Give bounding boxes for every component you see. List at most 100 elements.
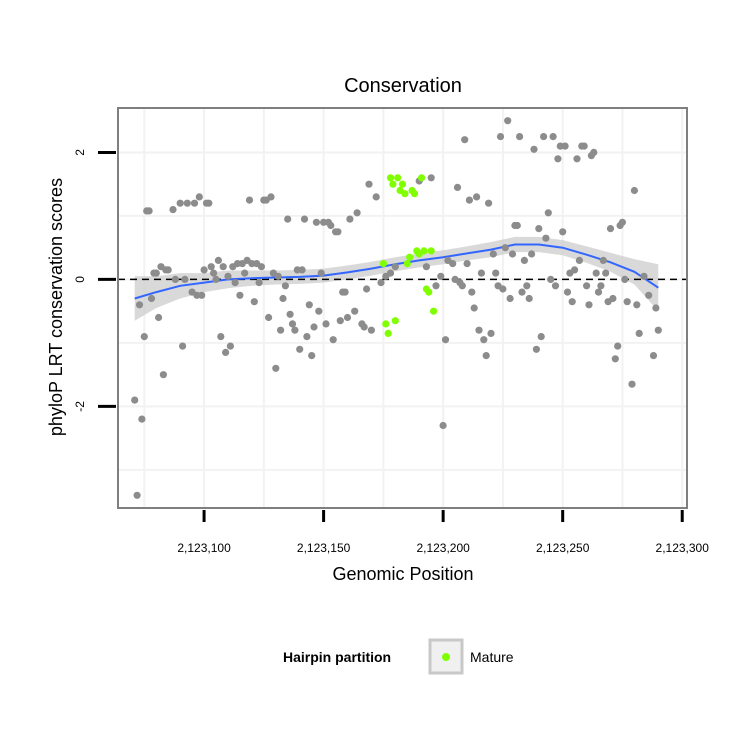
point-other	[179, 342, 187, 350]
point-mature	[382, 320, 390, 328]
point-mature	[398, 180, 407, 188]
point-other	[300, 215, 309, 223]
point-mature	[425, 288, 433, 296]
point-other	[594, 288, 603, 296]
point-other	[513, 221, 521, 230]
point-other	[544, 209, 552, 217]
point-other	[477, 269, 485, 277]
y-tick-label: -2	[73, 401, 87, 412]
point-other	[559, 228, 567, 236]
point-other	[633, 301, 641, 309]
point-other	[453, 183, 462, 191]
point-other	[573, 155, 581, 163]
point-other	[351, 307, 359, 315]
point-other	[329, 336, 337, 344]
point-other	[528, 250, 536, 258]
y-axis-label: phyloP LRT conservation scores	[46, 178, 66, 436]
point-mature	[418, 174, 426, 182]
point-other	[532, 345, 541, 353]
point-other	[465, 196, 473, 204]
point-other	[200, 266, 208, 274]
point-other	[583, 282, 591, 290]
point-mature	[401, 190, 409, 198]
point-other	[518, 288, 526, 296]
point-other	[145, 207, 153, 215]
point-mature	[384, 329, 392, 337]
point-other	[640, 272, 648, 280]
point-other	[312, 218, 320, 226]
point-other	[169, 206, 177, 214]
point-other	[508, 250, 517, 258]
point-other	[599, 256, 607, 264]
point-other	[250, 298, 258, 306]
point-other	[131, 396, 139, 404]
point-other	[176, 199, 184, 207]
legend-title: Hairpin partition	[283, 649, 391, 665]
point-other	[135, 301, 144, 309]
point-other	[140, 333, 148, 341]
point-other	[274, 272, 282, 280]
point-other	[195, 193, 203, 201]
point-other	[343, 313, 352, 322]
point-other	[217, 333, 225, 341]
point-other	[540, 133, 548, 141]
point-mature	[420, 247, 428, 255]
point-mature	[389, 180, 397, 188]
point-other	[649, 352, 658, 360]
point-mature	[386, 174, 395, 182]
point-other	[155, 313, 163, 322]
point-mature	[379, 260, 387, 268]
point-other	[346, 215, 354, 223]
point-other	[291, 326, 299, 334]
point-other	[427, 174, 435, 182]
point-mature	[406, 253, 414, 261]
point-other	[422, 263, 430, 271]
point-other	[630, 186, 639, 195]
point-other	[377, 279, 385, 287]
point-other	[341, 288, 349, 296]
point-other	[279, 294, 287, 303]
point-other	[621, 275, 629, 283]
point-other	[592, 269, 600, 277]
point-other	[219, 263, 227, 271]
point-other	[327, 221, 335, 230]
point-other	[147, 294, 156, 303]
point-other	[499, 285, 507, 293]
point-other	[198, 291, 206, 299]
point-other	[568, 298, 576, 306]
point-other	[554, 155, 562, 163]
point-other	[365, 180, 373, 188]
point-other	[236, 291, 244, 299]
point-other	[441, 336, 450, 344]
point-other	[537, 333, 545, 341]
y-tick-label: 2	[73, 149, 87, 156]
y-tick-label: 0	[73, 276, 87, 283]
point-mature	[427, 247, 435, 255]
point-other	[463, 260, 471, 268]
legend: Hairpin partition Mature	[283, 638, 514, 675]
point-other	[265, 313, 273, 322]
point-other	[303, 333, 311, 341]
point-other	[563, 288, 572, 296]
point-mature	[394, 174, 402, 182]
point-other	[214, 256, 222, 264]
point-other	[516, 133, 524, 141]
point-other	[245, 196, 254, 204]
panel-border	[117, 107, 688, 509]
point-other	[482, 352, 490, 360]
point-other	[575, 256, 584, 264]
point-other	[164, 266, 172, 274]
point-other	[437, 272, 445, 280]
point-other	[473, 193, 481, 201]
point-other	[561, 142, 569, 150]
point-other	[284, 215, 292, 223]
point-other	[353, 209, 361, 217]
x-tick-label: 2,123,200	[416, 541, 470, 555]
point-other	[363, 285, 371, 293]
point-other	[551, 282, 560, 290]
point-mature	[410, 190, 419, 198]
point-other	[590, 148, 598, 156]
point-other	[585, 301, 593, 309]
point-other	[547, 275, 555, 283]
point-other	[360, 323, 368, 331]
